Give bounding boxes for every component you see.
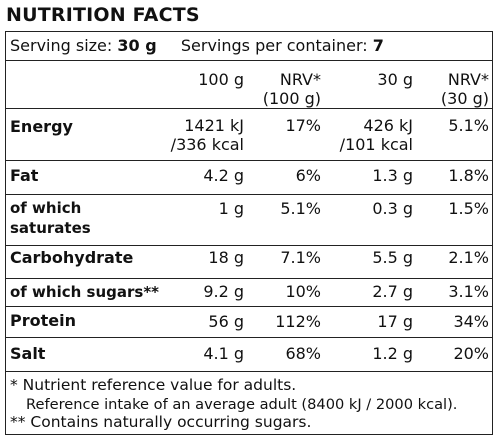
footnote-reference-intake: Reference intake of an average adult (84… [26,396,458,413]
energy-per-30g-kcal: /101 kcal [339,135,413,154]
divider [6,278,492,279]
carbohydrate-per-100g: 18 g [208,248,244,267]
footnote-sugars: ** Contains naturally occurring sugars. [10,413,312,431]
row-label-energy: Energy [10,117,73,136]
protein-per-30g: 17 g [377,312,413,331]
divider [6,245,492,246]
row-label-protein: Protein [10,311,76,330]
fat-nrv-100g: 6% [295,166,321,185]
page-title: NUTRITION FACTS [6,4,200,26]
saturates-nrv-30g: 1.5% [448,199,489,218]
serving-size-label: Serving size: [10,36,113,55]
divider [6,306,492,307]
footnote-nrv: * Nutrient reference value for adults. [10,376,297,394]
header-nrv-100g-line2: (100 g) [262,89,321,108]
header-nrv-30g-line1: NRV* [447,70,489,89]
carbohydrate-nrv-30g: 2.1% [448,248,489,267]
header-nrv-30g-line2: (30 g) [440,89,489,108]
row-label-saturates-line2: saturates [10,219,91,237]
salt-per-100g: 4.1 g [203,344,244,363]
serving-size-value: 30 g [117,36,157,55]
serving-info: Serving size: 30 g Servings per containe… [10,36,384,55]
servings-per-container-value: 7 [372,36,384,55]
row-label-saturates-line1: of which [10,199,82,217]
fat-nrv-30g: 1.8% [448,166,489,185]
energy-nrv-30g: 5.1% [448,116,489,135]
fat-per-30g: 1.3 g [372,166,413,185]
sugars-per-100g: 9.2 g [203,282,244,301]
energy-nrv-100g: 17% [285,116,321,135]
energy-per-100g-kcal: /336 kcal [170,135,244,154]
energy-per-30g-kj: 426 kJ [363,116,413,135]
header-per-30g: 30 g [377,70,413,89]
header-nrv-100g-line1: NRV* [279,70,321,89]
divider [6,160,492,161]
row-label-carbohydrate: Carbohydrate [10,248,134,267]
protein-nrv-30g: 34% [453,312,489,331]
protein-per-100g: 56 g [208,312,244,331]
sugars-nrv-30g: 3.1% [448,282,489,301]
servings-per-container-label: Servings per container: [180,36,368,55]
divider [6,60,492,61]
row-label-fat: Fat [10,166,39,185]
carbohydrate-nrv-100g: 7.1% [280,248,321,267]
salt-per-30g: 1.2 g [372,344,413,363]
row-label-salt: Salt [10,344,46,363]
salt-nrv-30g: 20% [453,344,489,363]
salt-nrv-100g: 68% [285,344,321,363]
saturates-per-100g: 1 g [218,199,244,218]
sugars-nrv-100g: 10% [285,282,321,301]
divider [6,371,492,372]
fat-per-100g: 4.2 g [203,166,244,185]
saturates-nrv-100g: 5.1% [280,199,321,218]
saturates-per-30g: 0.3 g [372,199,413,218]
divider [6,108,492,109]
sugars-per-30g: 2.7 g [372,282,413,301]
header-per-100g: 100 g [198,70,244,89]
energy-per-100g-kj: 1421 kJ [184,116,244,135]
protein-nrv-100g: 112% [275,312,321,331]
nutrition-table [5,31,493,435]
divider [6,337,492,338]
divider [6,194,492,195]
carbohydrate-per-30g: 5.5 g [372,248,413,267]
row-label-sugars: of which sugars** [10,283,160,301]
